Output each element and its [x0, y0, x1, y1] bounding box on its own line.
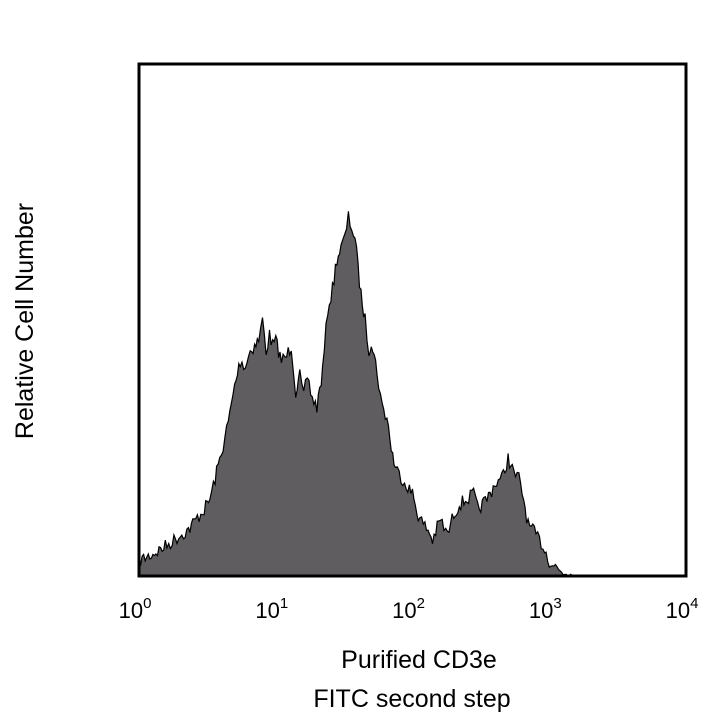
x-axis-title-line-2: FITC second step [313, 685, 510, 713]
x-axis-ticks: 100 101 102 103 104 [119, 595, 699, 623]
x-tick-label: 103 [529, 595, 562, 623]
x-tick-label: 102 [392, 595, 425, 623]
x-tick-label: 104 [666, 595, 699, 623]
plot-frame [137, 62, 688, 578]
x-axis-title-line-1: Purified CD3e [341, 646, 497, 674]
y-axis-title: Relative Cell Number [11, 203, 39, 439]
x-tick-label: 101 [255, 595, 288, 623]
plot-area [137, 62, 688, 578]
histogram-area [138, 211, 591, 577]
x-tick-label: 100 [119, 595, 152, 623]
